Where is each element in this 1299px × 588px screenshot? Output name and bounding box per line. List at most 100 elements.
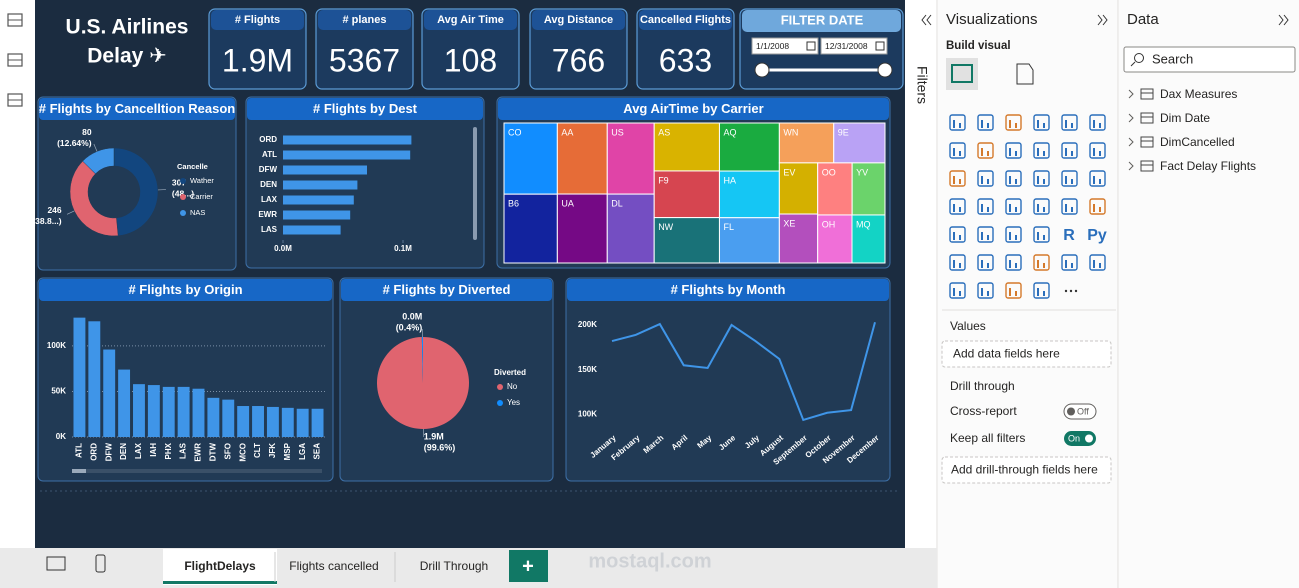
kpi-value: 1.9M <box>222 42 293 78</box>
visual-type-icon[interactable] <box>1089 142 1106 159</box>
visual-type-icon[interactable] <box>1089 198 1106 215</box>
visual-type-icon[interactable] <box>977 142 994 159</box>
visual-type-icon[interactable] <box>949 282 966 299</box>
visual-type-icon[interactable] <box>1033 170 1050 187</box>
x-tick-label: MSP <box>283 442 292 460</box>
add-page[interactable] <box>509 550 548 582</box>
visual-type-icon[interactable] <box>1061 142 1078 159</box>
bar <box>283 225 341 235</box>
visual-type-icon[interactable] <box>949 198 966 215</box>
visual-type-icon[interactable] <box>949 170 966 187</box>
visual-type-icon[interactable] <box>1061 170 1078 187</box>
visual-type-icon[interactable] <box>1005 198 1022 215</box>
visual-type-icon[interactable] <box>1005 254 1022 271</box>
visual-type-icon[interactable] <box>977 226 994 243</box>
more-dot <box>1074 289 1078 293</box>
visual-type-icon[interactable] <box>977 170 994 187</box>
active-tab[interactable] <box>163 549 277 585</box>
visual-type-icon[interactable] <box>977 254 994 271</box>
kpi-value: 633 <box>659 42 712 78</box>
data-label: (99.6%) <box>424 442 456 452</box>
kpi-card-header <box>211 10 304 30</box>
kpi-card-header <box>639 10 732 30</box>
legend-swatch <box>180 210 186 216</box>
tile-label: CO <box>508 127 522 137</box>
expand-icon[interactable] <box>1128 113 1134 123</box>
format-icon[interactable] <box>1016 63 1034 85</box>
visual-type-icon[interactable] <box>977 282 994 299</box>
scrollbar[interactable] <box>473 127 477 240</box>
bar <box>162 386 175 437</box>
slice <box>377 337 470 429</box>
tile-label: DL <box>611 198 623 208</box>
y-tick-label: LAX <box>261 195 278 204</box>
filters-pane <box>905 0 937 588</box>
visual-type-icon[interactable] <box>1033 254 1050 271</box>
visual-type-icon[interactable] <box>1033 142 1050 159</box>
visual-container <box>245 96 485 269</box>
visual-type-icon[interactable] <box>1005 114 1022 131</box>
visual-type-icon[interactable] <box>977 114 994 131</box>
collapse-icon[interactable] <box>1278 14 1289 26</box>
legend-title: Diverted <box>494 368 526 377</box>
visual-type-icon[interactable] <box>1061 198 1078 215</box>
visual-type-icon[interactable] <box>949 114 966 131</box>
toggle-state: On <box>1068 433 1080 443</box>
visual-type-icon[interactable] <box>949 226 966 243</box>
slider-handle[interactable] <box>877 62 893 78</box>
visual-type-icon[interactable] <box>1089 170 1106 187</box>
y-tick-label: 50K <box>51 387 66 396</box>
treemap-tile <box>851 214 886 264</box>
x-tick-label: DFW <box>104 443 113 462</box>
slice <box>69 160 119 237</box>
visual-type-icon[interactable] <box>1005 226 1022 243</box>
data-table: DimCancelled <box>1160 135 1235 149</box>
visual-type-icon[interactable] <box>1005 170 1022 187</box>
visual-type-icon[interactable] <box>1005 282 1022 299</box>
kpi-label: # planes <box>342 14 386 26</box>
slider-handle[interactable] <box>754 62 770 78</box>
y-tick-label: DFW <box>259 165 278 174</box>
date-text: 12/31/2008 <box>825 41 868 51</box>
treemap-tile <box>718 217 780 264</box>
drop-zone[interactable] <box>941 340 1112 368</box>
device-icon[interactable] <box>46 556 66 571</box>
collapse-icon[interactable] <box>921 14 932 26</box>
scrollbar[interactable] <box>72 469 86 473</box>
visual-type-icon[interactable] <box>1033 282 1050 299</box>
visual-type-icon[interactable] <box>1033 198 1050 215</box>
kpi-label: # Flights <box>235 14 280 26</box>
kpi-card-header <box>424 10 517 30</box>
search-box[interactable] <box>1123 46 1296 73</box>
table-icon <box>1140 112 1154 124</box>
bar <box>103 349 116 437</box>
collapse-icon[interactable] <box>1097 14 1108 26</box>
visual-type-icon[interactable] <box>1089 254 1106 271</box>
expand-icon[interactable] <box>1128 161 1134 171</box>
visual-type-icon[interactable] <box>1005 142 1022 159</box>
device-icon[interactable] <box>95 554 106 573</box>
visual-type-icon[interactable] <box>977 198 994 215</box>
y-tick-label: ORD <box>259 135 277 144</box>
x-tick-label: PHX <box>164 442 173 459</box>
visual-header <box>341 279 552 301</box>
visual-type-icon[interactable] <box>949 142 966 159</box>
visual-type-icon[interactable] <box>1033 226 1050 243</box>
drop-zone[interactable] <box>941 456 1112 484</box>
visual-type-icon[interactable] <box>1089 114 1106 131</box>
expand-icon[interactable] <box>1128 89 1134 99</box>
treemap-tile <box>556 122 608 195</box>
visual-type-icon[interactable] <box>1033 114 1050 131</box>
visual-type-icon[interactable] <box>1061 114 1078 131</box>
filters-title: Filters <box>914 66 930 104</box>
x-tick-label: MCO <box>238 443 247 462</box>
table-icon <box>1140 160 1154 172</box>
expand-icon[interactable] <box>1128 137 1134 147</box>
visual-type-icon[interactable] <box>1061 254 1078 271</box>
visual-type-icon[interactable] <box>949 254 966 271</box>
date-input[interactable] <box>751 37 819 55</box>
table-icon <box>1140 88 1154 100</box>
tile-label: AQ <box>723 127 736 137</box>
date-input[interactable] <box>820 37 888 55</box>
build-visual-tab[interactable] <box>946 58 978 90</box>
